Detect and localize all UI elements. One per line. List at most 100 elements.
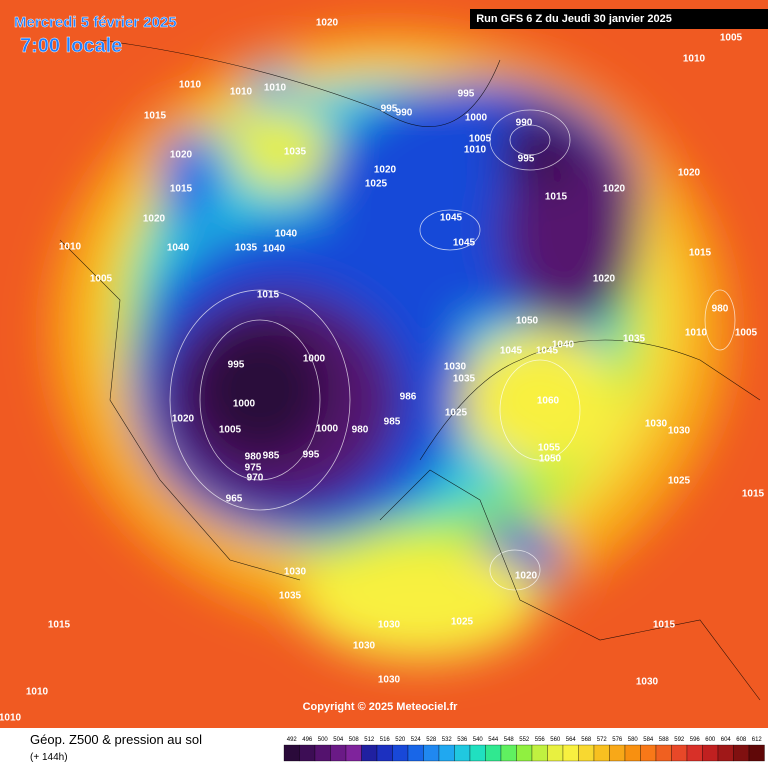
scale-swatch bbox=[686, 744, 703, 762]
isobar-label: 1020 bbox=[515, 571, 538, 582]
scale-label: 576 bbox=[612, 737, 623, 743]
isobar-label: 1000 bbox=[465, 113, 488, 124]
isobar-labels: 1020 1005 1010 1010 1010 1010 1015 995 990 995 100… bbox=[0, 18, 765, 724]
scale-swatch bbox=[531, 744, 548, 762]
isobar-label: 1035 bbox=[279, 591, 302, 602]
isobar-label: 1030 bbox=[645, 419, 668, 430]
scale-label: 540 bbox=[473, 737, 484, 743]
scale-swatch bbox=[547, 744, 564, 762]
isobar-label: 1055 bbox=[538, 443, 561, 454]
scale-label: 508 bbox=[349, 737, 360, 743]
scale-swatch bbox=[345, 744, 362, 762]
scale-label: 572 bbox=[597, 737, 608, 743]
scale-swatch bbox=[314, 744, 331, 762]
isobar-label: 1010 bbox=[59, 242, 82, 253]
isobar-label: 1010 bbox=[0, 713, 22, 724]
scale-label: 592 bbox=[674, 737, 685, 743]
scale-swatch bbox=[423, 744, 440, 762]
scale-swatch bbox=[671, 744, 688, 762]
isobar-label: 1030 bbox=[378, 675, 401, 686]
copyright: Copyright © 2025 Meteociel.fr bbox=[303, 701, 459, 713]
isobar-label: 1010 bbox=[685, 328, 708, 339]
scale-swatch bbox=[578, 744, 595, 762]
scale-label: 544 bbox=[488, 737, 499, 743]
isobar-label: 1015 bbox=[144, 111, 167, 122]
scale-label: 524 bbox=[411, 737, 422, 743]
scale-label: 536 bbox=[457, 737, 468, 743]
isobar-label: 995 bbox=[303, 450, 320, 461]
scale-label: 520 bbox=[395, 737, 406, 743]
scale-swatch bbox=[609, 744, 626, 762]
isobar-label: 1015 bbox=[689, 248, 712, 259]
isobar-label: 1025 bbox=[451, 617, 474, 628]
isobar-label: 1040 bbox=[263, 244, 286, 255]
scale-swatch bbox=[330, 744, 347, 762]
isobar-label: 995 bbox=[228, 360, 245, 371]
isobar-label: 1000 bbox=[303, 354, 326, 365]
isobar-label: 1020 bbox=[316, 18, 339, 29]
isobar-label: 1035 bbox=[235, 243, 258, 254]
isobar-label: 1030 bbox=[668, 426, 691, 437]
scale-label: 552 bbox=[519, 737, 530, 743]
isobar-label: 990 bbox=[516, 118, 533, 129]
scale-label: 596 bbox=[690, 737, 701, 743]
time-label: 7:00 locale bbox=[20, 35, 122, 57]
isobar-label: 986 bbox=[400, 392, 417, 403]
isobar-label: 1015 bbox=[170, 184, 193, 195]
isobar-label: 980 bbox=[712, 304, 729, 315]
isobar-label: 1035 bbox=[453, 374, 476, 385]
scale-swatch bbox=[283, 744, 300, 762]
scale-label: 588 bbox=[659, 737, 670, 743]
scale-swatch bbox=[376, 744, 393, 762]
run-label: Run GFS 6 Z du Jeudi 30 janvier 2025 bbox=[476, 13, 672, 25]
scale-swatch bbox=[624, 744, 641, 762]
isobar-label: 985 bbox=[263, 451, 280, 462]
isobar-label: 1020 bbox=[172, 414, 195, 425]
scale-label: 492 bbox=[287, 737, 298, 743]
isobar-label: 1020 bbox=[143, 214, 166, 225]
scale-label: 500 bbox=[318, 737, 329, 743]
isobar-label: 1045 bbox=[453, 238, 476, 249]
isobar-label: 1040 bbox=[552, 340, 575, 351]
isobar-label: 980 bbox=[245, 452, 262, 463]
scale-swatch bbox=[485, 744, 502, 762]
legend-title: Géop. Z500 & pression au sol bbox=[30, 732, 202, 747]
scale-swatch bbox=[748, 744, 765, 762]
isobar-label: 1020 bbox=[374, 165, 397, 176]
isobar-label: 1005 bbox=[720, 33, 743, 44]
isobar-label: 965 bbox=[226, 494, 243, 505]
isobar-label: 1005 bbox=[90, 274, 113, 285]
scale-label: 564 bbox=[566, 737, 577, 743]
isobar-label: 1020 bbox=[603, 184, 626, 195]
scale-swatch bbox=[407, 744, 424, 762]
scale-label: 556 bbox=[535, 737, 546, 743]
scale-label: 612 bbox=[752, 737, 763, 743]
color-scale: 492 496 500 504 508 512 516 520 524 528 532 536 540 5… bbox=[283, 737, 765, 762]
scale-swatch bbox=[655, 744, 672, 762]
isobar-label: 975 bbox=[245, 463, 262, 474]
isobar-label: 1045 bbox=[500, 346, 523, 357]
isobar-label: 1045 bbox=[440, 213, 463, 224]
run-banner bbox=[470, 9, 768, 29]
isobar-label: 970 bbox=[247, 473, 264, 484]
scale-label: 608 bbox=[736, 737, 747, 743]
isobar-label: 1000 bbox=[316, 424, 339, 435]
isobar-label: 1045 bbox=[536, 346, 559, 357]
scale-label: 604 bbox=[721, 737, 732, 743]
scale-label: 532 bbox=[442, 737, 453, 743]
isobar-label: 1060 bbox=[537, 396, 560, 407]
date-label: Mercredi 5 février 2025 bbox=[14, 14, 177, 31]
isobar-label: 1025 bbox=[365, 179, 388, 190]
legend-lead: (+ 144h) bbox=[30, 752, 68, 763]
isobar-label: 1010 bbox=[230, 87, 253, 98]
scale-swatch bbox=[640, 744, 657, 762]
scale-label: 504 bbox=[333, 737, 344, 743]
scale-label: 512 bbox=[364, 737, 375, 743]
isobar-label: 995 bbox=[381, 104, 398, 115]
isobar-label: 1015 bbox=[742, 489, 765, 500]
scale-swatch bbox=[593, 744, 610, 762]
scale-swatch bbox=[500, 744, 517, 762]
isobar-label: 1030 bbox=[353, 641, 376, 652]
isobar-label: 1035 bbox=[623, 334, 646, 345]
